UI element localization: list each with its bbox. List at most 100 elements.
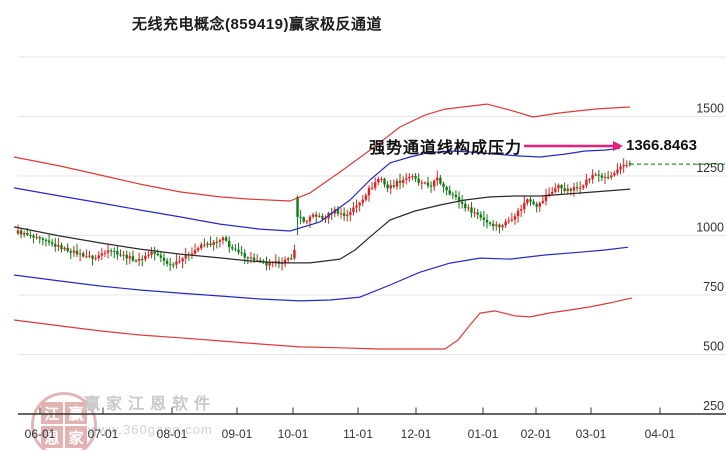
candle-body <box>116 251 119 255</box>
candle-body <box>349 212 352 215</box>
candle-body <box>501 225 504 228</box>
candle-body <box>94 257 97 259</box>
candle-body <box>367 187 371 196</box>
candle-body <box>420 182 423 184</box>
candle-body <box>457 196 461 202</box>
candle-body <box>299 216 302 218</box>
candle-body <box>44 239 48 241</box>
candle-body <box>473 212 476 214</box>
candle-body <box>554 188 557 192</box>
candle-body <box>625 164 628 166</box>
candle-body <box>482 217 486 220</box>
candle-body <box>364 195 368 200</box>
candle-body <box>296 196 299 217</box>
candle-body <box>628 163 632 165</box>
candle-body <box>209 243 212 245</box>
candle-body <box>181 258 184 262</box>
candle-body <box>411 176 414 178</box>
candle-body <box>519 209 523 211</box>
candle-body <box>314 214 318 217</box>
candle-body <box>38 237 41 239</box>
candle-body <box>128 256 132 259</box>
seal-ring <box>31 392 97 450</box>
candle-body <box>318 215 321 217</box>
candle-body <box>451 194 455 196</box>
candle-body <box>498 224 501 228</box>
candle-body <box>147 254 150 256</box>
candle-body <box>541 200 545 203</box>
candle-body <box>619 166 622 170</box>
candle-body <box>532 201 535 205</box>
candle-body <box>600 175 604 178</box>
candle-body <box>361 199 364 203</box>
candle-body <box>588 179 591 181</box>
candle-body <box>268 262 271 266</box>
candle-body <box>436 177 439 181</box>
gann-seal-logo: 江赢恩家 <box>31 392 97 450</box>
candle-body <box>429 185 433 187</box>
candle-body <box>69 251 73 253</box>
candle-body <box>141 258 144 260</box>
candle-body <box>16 230 20 234</box>
candle-body <box>293 249 296 259</box>
candle-body <box>597 174 601 176</box>
candle-body <box>131 256 135 261</box>
candle-body <box>290 258 293 260</box>
candle-body <box>88 255 91 257</box>
candle-body <box>454 194 458 197</box>
candle-body <box>184 254 187 259</box>
candle-body <box>591 175 594 180</box>
candle-body <box>389 185 392 189</box>
candle-body <box>200 244 203 249</box>
candle-body <box>401 179 405 183</box>
candle-body <box>29 234 32 236</box>
candle-body <box>32 235 35 238</box>
candle-body <box>66 247 69 252</box>
candle-body <box>175 261 178 265</box>
candle-body <box>168 263 172 265</box>
candle-body <box>355 205 358 208</box>
candle-body <box>212 241 215 245</box>
candle-body <box>283 259 287 263</box>
candle-body <box>417 178 420 183</box>
candle-body <box>153 251 156 254</box>
candle-body <box>563 188 566 192</box>
candle-body <box>523 202 526 210</box>
x-tick-label: 08-01 <box>157 427 188 441</box>
channel-line-upper-blue <box>13 147 621 232</box>
x-tick-label: 07-01 <box>88 427 119 441</box>
candle-body <box>231 247 234 249</box>
candle-body <box>119 254 122 256</box>
candle-body <box>504 221 507 226</box>
candle-body <box>122 254 125 256</box>
candle-body <box>606 176 610 178</box>
candle-body <box>106 250 110 253</box>
candle-body <box>78 253 82 255</box>
seal-char: 恩 <box>41 426 63 448</box>
candle-body <box>287 258 290 260</box>
seal-grid: 江赢恩家 <box>41 402 87 448</box>
candle-body <box>255 260 259 262</box>
channel-line-upper-red <box>13 103 631 202</box>
candle-body <box>35 237 38 239</box>
candle-body <box>218 240 222 242</box>
x-tick-label: 12-01 <box>401 427 432 441</box>
x-tick-label: 10-01 <box>278 427 309 441</box>
candle-body <box>383 178 386 185</box>
candle-body <box>23 232 26 235</box>
candle-body <box>324 218 327 220</box>
candle-body <box>346 214 349 216</box>
candle-body <box>569 188 573 191</box>
candle-body <box>26 232 29 235</box>
candle-body <box>426 182 430 186</box>
candle-body <box>190 253 194 256</box>
x-tick-label: 02-01 <box>521 427 552 441</box>
chart-title: 无线充电概念(859419)赢家极反通道 <box>131 16 383 33</box>
seal-char: 家 <box>65 426 87 448</box>
candle-body <box>485 219 489 223</box>
candle-body <box>274 261 277 263</box>
candle-body <box>305 221 309 223</box>
annotation-arrow-head <box>613 141 623 151</box>
candle-body <box>560 185 563 189</box>
y-tick-label: 250 <box>703 399 724 413</box>
